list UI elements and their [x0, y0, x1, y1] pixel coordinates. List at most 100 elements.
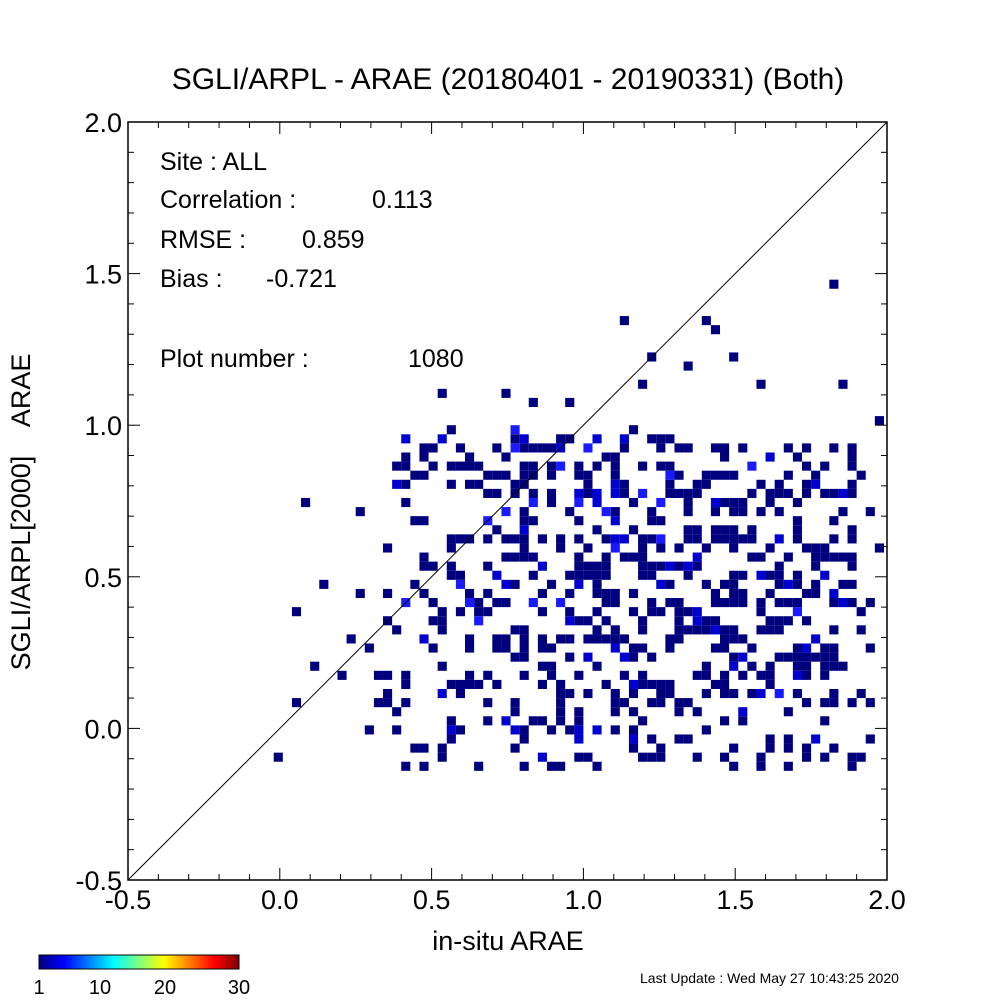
- data-cell: [446, 534, 456, 544]
- data-cell: [583, 652, 593, 662]
- data-cell: [738, 497, 748, 508]
- data-cell: [829, 516, 839, 526]
- stat-correlation-value: 0.113: [372, 186, 433, 214]
- data-cell: [674, 561, 684, 571]
- data-cell: [811, 652, 821, 662]
- data-cell: [419, 761, 429, 771]
- data-cell: [847, 488, 857, 498]
- data-cell: [401, 479, 411, 489]
- data-cell: [647, 679, 657, 689]
- data-cell: [801, 743, 812, 753]
- data-cell: [729, 543, 739, 553]
- data-cell: [765, 670, 775, 680]
- y-axis-label: SGLI/ARPL[2000] ARAE: [6, 354, 36, 671]
- colorbar-tick-label: 10: [89, 977, 111, 999]
- data-cell: [692, 534, 702, 544]
- data-cell: [610, 588, 620, 599]
- data-cell: [437, 625, 447, 635]
- data-cell: [720, 625, 730, 635]
- data-cell: [410, 516, 420, 526]
- data-cell: [683, 525, 693, 535]
- data-cell: [546, 643, 557, 653]
- data-cell: [829, 534, 839, 544]
- data-cell: [720, 443, 730, 453]
- data-cell: [619, 698, 629, 708]
- data-cell: [820, 643, 830, 653]
- data-cell: [674, 698, 684, 708]
- data-cell: [729, 743, 739, 753]
- data-cell: [355, 588, 365, 599]
- data-cell: [847, 525, 857, 535]
- data-cell: [492, 525, 502, 535]
- data-cell: [619, 316, 629, 326]
- data-cell: [729, 579, 739, 589]
- data-cell: [720, 598, 730, 608]
- data-cell: [783, 652, 793, 662]
- data-cell: [565, 607, 575, 617]
- data-cell: [501, 534, 511, 544]
- data-cell: [474, 607, 484, 617]
- data-cell: [710, 534, 721, 544]
- data-cell: [492, 634, 502, 644]
- data-cell: [528, 461, 538, 471]
- data-cell: [483, 670, 493, 680]
- data-cell: [692, 488, 702, 498]
- data-cell: [774, 616, 784, 626]
- data-cell: [829, 743, 839, 753]
- data-cell: [820, 661, 830, 671]
- data-cell: [583, 634, 593, 644]
- data-cell: [720, 688, 730, 699]
- data-cell: [592, 634, 602, 644]
- data-cell: [546, 461, 557, 471]
- data-cell: [692, 552, 702, 562]
- data-cell: [829, 661, 839, 671]
- data-cell: [811, 552, 821, 562]
- data-cell: [556, 434, 566, 444]
- data-cell: [501, 507, 511, 517]
- data-cell: [838, 552, 848, 562]
- data-cell: [601, 561, 611, 571]
- data-cell: [683, 361, 693, 371]
- data-cell: [847, 698, 857, 708]
- data-cell: [738, 716, 748, 726]
- data-cell: [710, 643, 721, 653]
- data-cell: [492, 570, 502, 580]
- data-cell: [765, 488, 775, 498]
- data-cell: [747, 525, 757, 535]
- data-cell: [720, 497, 730, 508]
- data-cell: [856, 688, 866, 699]
- data-cell: [501, 598, 511, 608]
- data-cell: [665, 470, 675, 480]
- data-cell: [601, 570, 611, 580]
- data-cell: [656, 497, 666, 508]
- data-cell: [392, 707, 402, 717]
- data-cell: [783, 707, 793, 717]
- data-cell: [811, 734, 821, 744]
- data-cell: [647, 598, 657, 608]
- data-cell: [838, 507, 848, 517]
- data-cell: [610, 707, 620, 717]
- data-cell: [510, 579, 520, 589]
- data-cell: [273, 752, 283, 762]
- data-cell: [820, 698, 830, 708]
- data-cell: [792, 497, 802, 508]
- data-cell: [729, 534, 739, 544]
- data-cell: [610, 543, 620, 553]
- data-cell: [610, 725, 620, 735]
- data-cell: [656, 607, 666, 617]
- data-cell: [829, 652, 839, 662]
- data-cell: [829, 643, 839, 653]
- data-cell: [829, 588, 839, 599]
- data-cell: [801, 588, 812, 599]
- data-cell: [665, 561, 675, 571]
- data-cell: [428, 598, 438, 608]
- data-cell: [556, 543, 566, 553]
- data-cell: [583, 561, 593, 571]
- data-cell: [783, 598, 793, 608]
- data-cell: [546, 670, 557, 680]
- data-cell: [437, 752, 447, 762]
- data-cell: [628, 707, 639, 717]
- data-cell: [683, 488, 693, 498]
- data-cell: [665, 488, 675, 498]
- data-cell: [592, 434, 602, 444]
